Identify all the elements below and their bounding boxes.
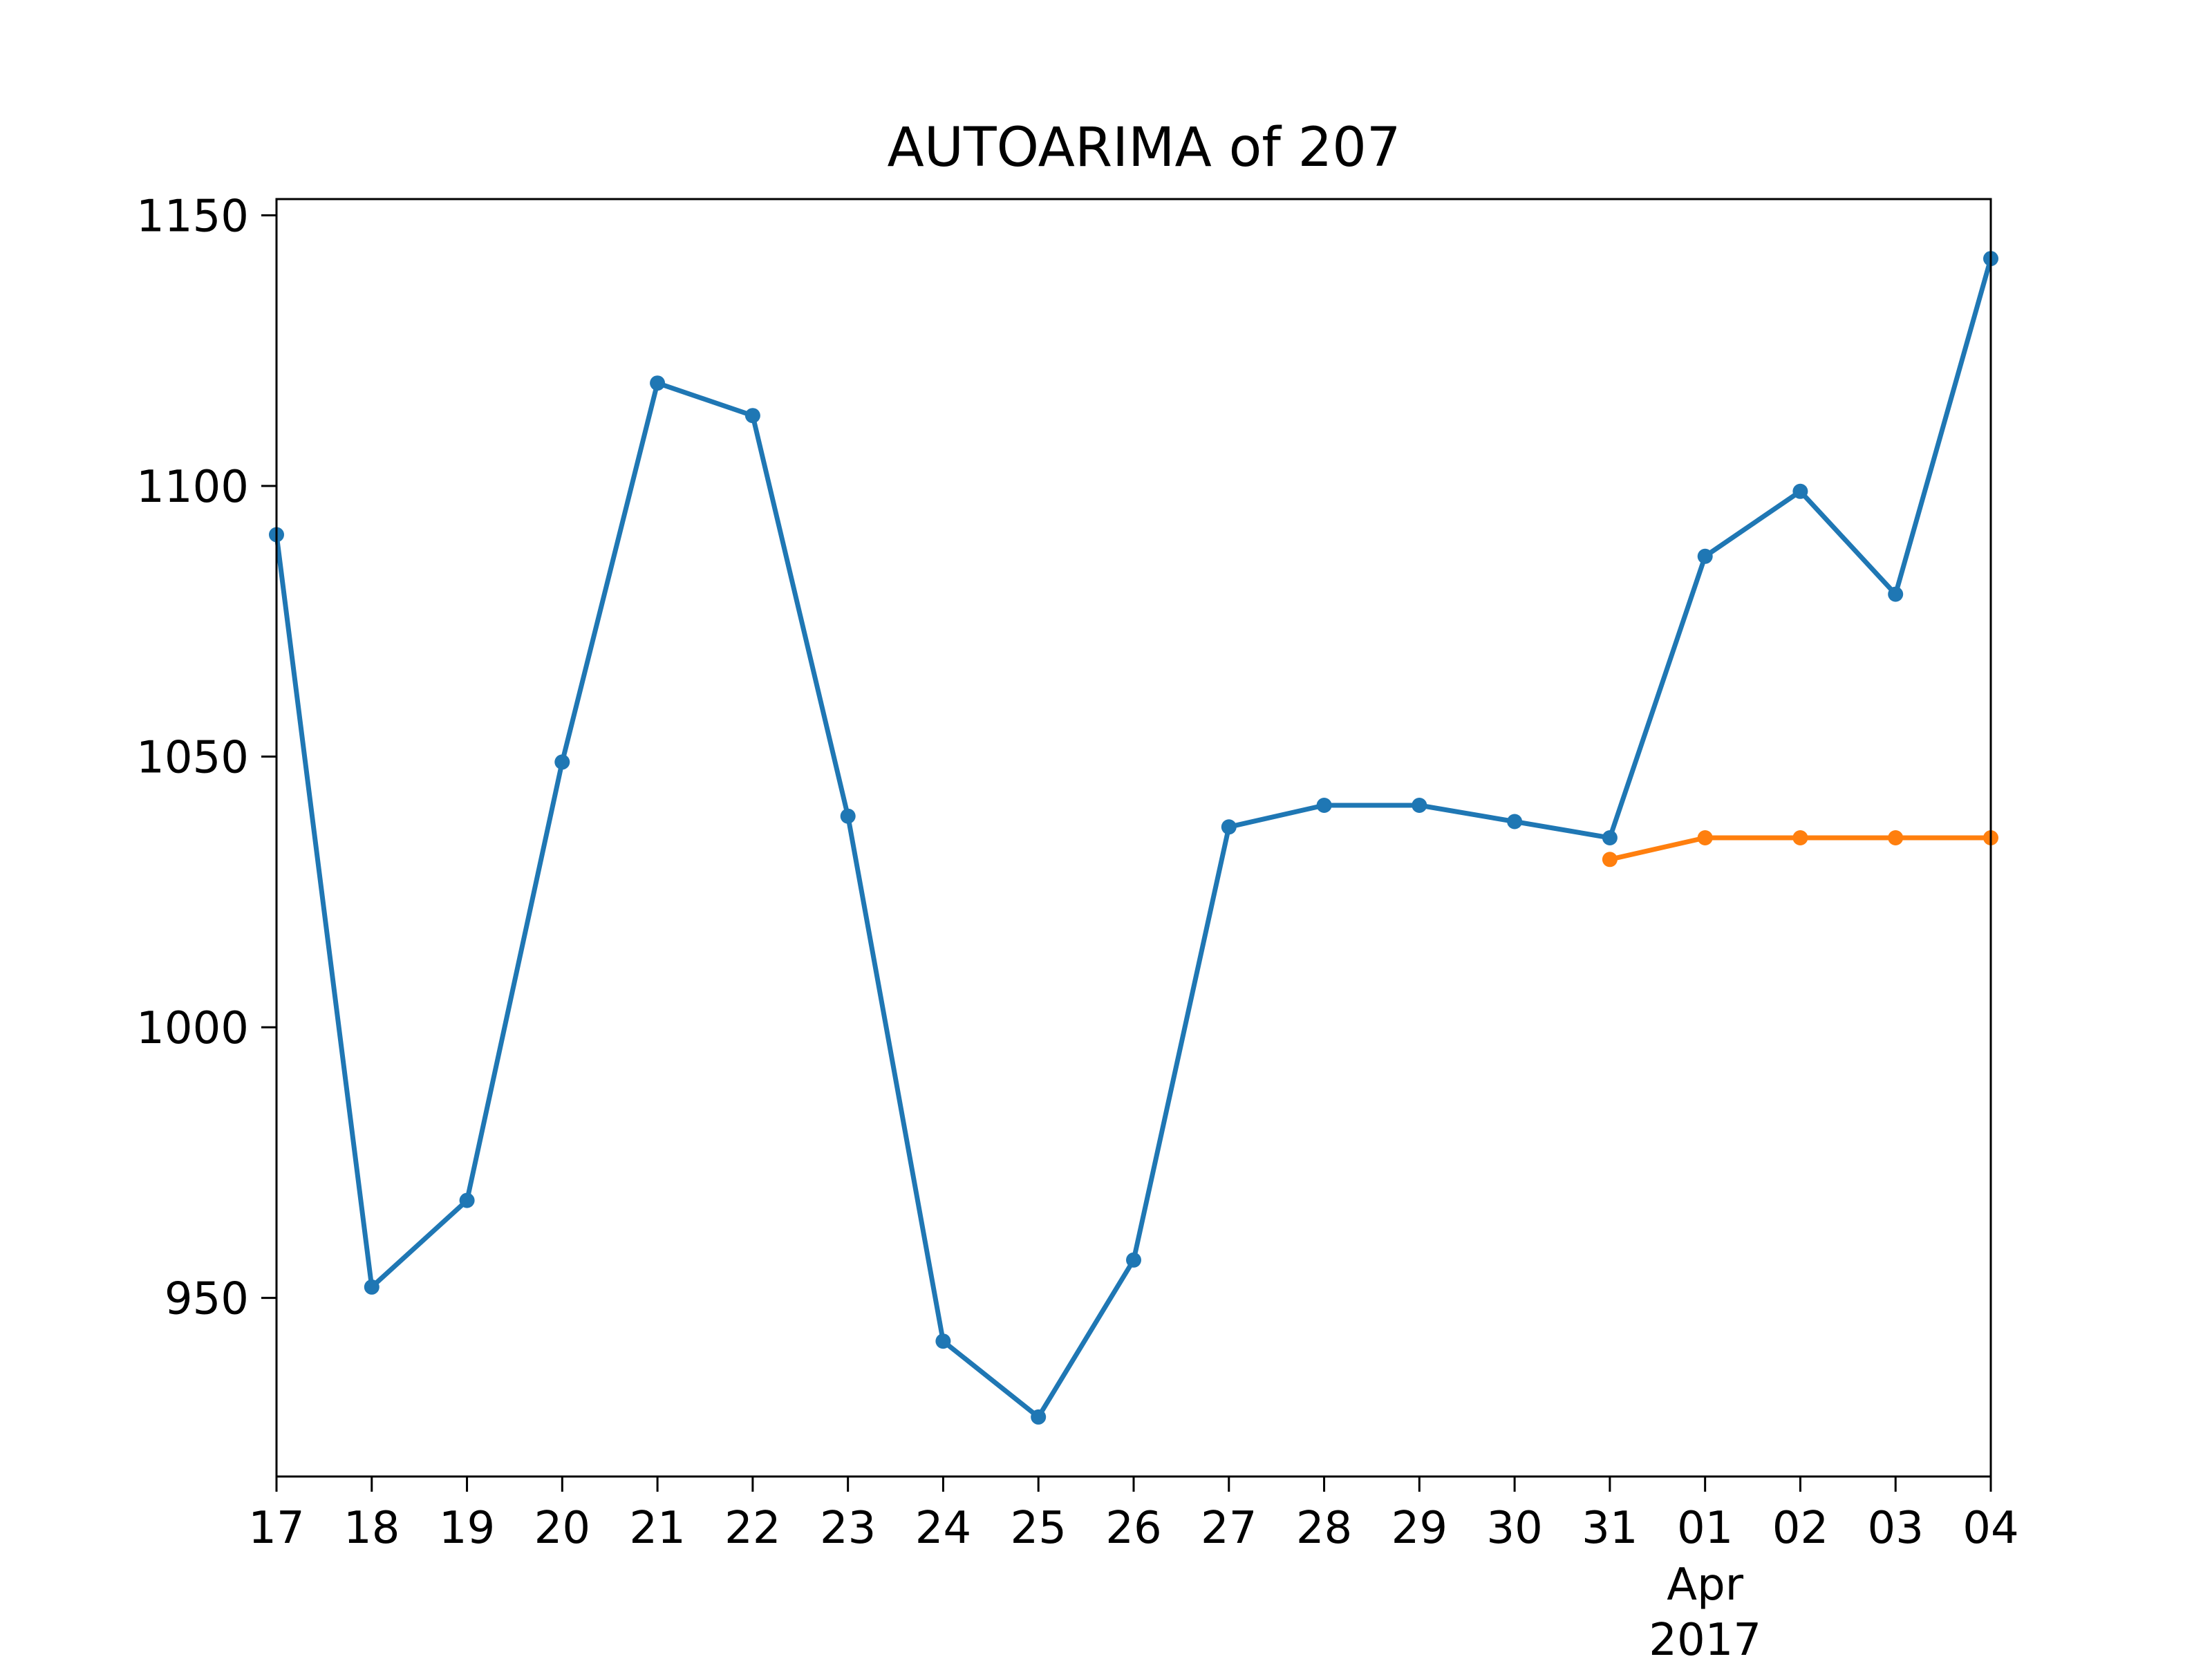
series-0-point-14 (1602, 830, 1618, 845)
y-tick-label: 1000 (136, 1003, 249, 1054)
series-0-point-9 (1126, 1252, 1141, 1268)
series-0-point-13 (1507, 814, 1523, 830)
x-year-label: 2017 (1649, 1615, 1761, 1659)
x-tick-label: 26 (1105, 1503, 1161, 1554)
x-tick-label: 31 (1582, 1503, 1638, 1554)
series-1-point-3 (1888, 830, 1904, 845)
x-tick-label: 24 (915, 1503, 971, 1554)
plot-frame (275, 198, 1992, 1478)
x-tick-label: 20 (534, 1503, 590, 1554)
series-0-point-3 (554, 754, 570, 770)
x-tick-label: 25 (1011, 1503, 1067, 1554)
series-0-point-2 (459, 1192, 475, 1208)
y-tick-label: 1100 (136, 462, 249, 513)
series-1-point-2 (1792, 830, 1808, 845)
y-axis: 950 1000 1050 1100 1150 (136, 191, 276, 1325)
chart-title: AUTOARIMA of 207 (888, 117, 1401, 179)
x-tick-label: 17 (248, 1503, 304, 1554)
x-tick-label: 02 (1772, 1503, 1828, 1554)
x-tick-label: 30 (1486, 1503, 1542, 1554)
series-0-point-7 (935, 1333, 951, 1349)
series-0-point-17 (1888, 586, 1904, 602)
series-0-point-6 (840, 808, 856, 824)
x-tick-label: 21 (629, 1503, 685, 1554)
x-tick-label: 22 (724, 1503, 780, 1554)
x-tick-label: 01 (1677, 1503, 1733, 1554)
series-0-point-16 (1792, 483, 1808, 499)
series-0-point-11 (1316, 798, 1332, 813)
x-tick-label: 23 (820, 1503, 876, 1554)
series-0-point-1 (364, 1279, 379, 1295)
series-layer (269, 251, 1998, 1425)
x-month-label: Apr (1667, 1559, 1743, 1611)
series-0-point-5 (744, 408, 760, 424)
x-axis: 17 18 19 20 21 22 23 24 25 26 27 28 29 30 31 01 02 03 04 Ap… (248, 1477, 2019, 1659)
series-0-point-10 (1221, 819, 1237, 835)
x-tick-label: 29 (1391, 1503, 1447, 1554)
series-1-point-0 (1602, 852, 1618, 868)
x-tick-label: 04 (1962, 1503, 2018, 1554)
series-1-point-1 (1697, 830, 1713, 845)
series-0-point-4 (650, 375, 666, 391)
x-tick-label: 28 (1296, 1503, 1352, 1554)
x-tick-label: 19 (439, 1503, 495, 1554)
y-tick-label: 1050 (136, 733, 249, 784)
x-tick-label: 27 (1201, 1503, 1257, 1554)
series-0-point-15 (1697, 548, 1713, 564)
series-0-point-12 (1412, 798, 1427, 813)
series-0-point-8 (1031, 1409, 1047, 1425)
y-tick-label: 1150 (136, 191, 249, 242)
x-tick-label: 03 (1868, 1503, 1924, 1554)
x-tick-label: 18 (344, 1503, 400, 1554)
y-tick-label: 950 (165, 1274, 249, 1325)
